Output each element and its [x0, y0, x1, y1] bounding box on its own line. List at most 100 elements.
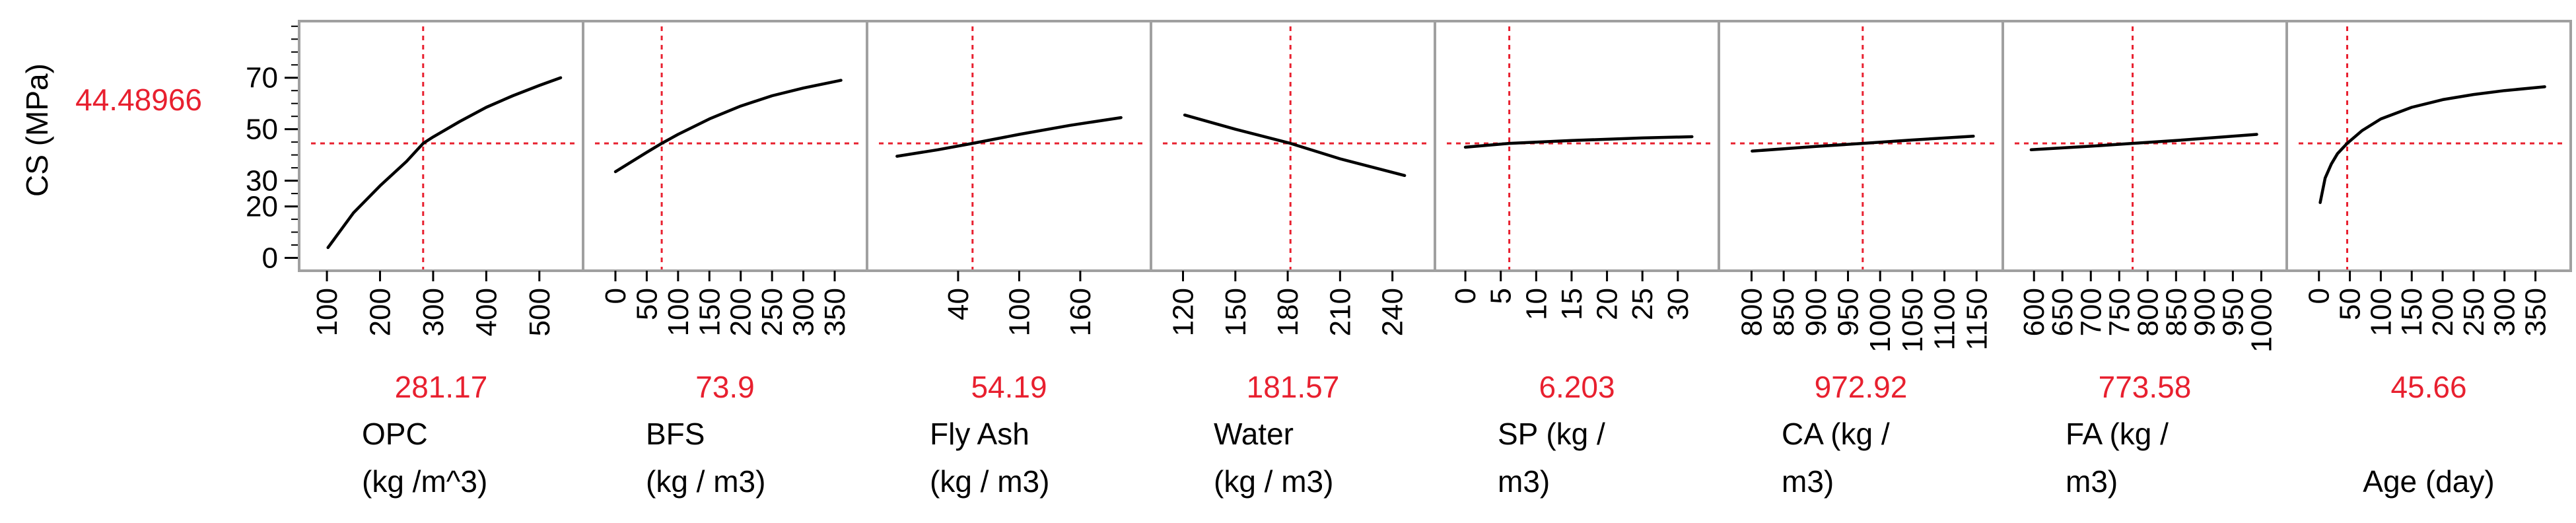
panel-sp: 0 5 10 15 20 25 30 6.203 SP (kg / m3)	[1434, 20, 1720, 499]
x-axis-title: Fly Ash	[930, 417, 1029, 451]
x-tick-label: 200	[365, 288, 397, 336]
x-axis-title: m3)	[1782, 464, 1834, 499]
panel-fly-ash: 40 100 160 54.19 Fly Ash (kg / m3)	[866, 20, 1152, 499]
x-tick-label: 150	[693, 288, 726, 336]
panel-frame	[2285, 20, 2572, 272]
x-tick-label: 300	[417, 288, 450, 336]
x-tick-label: 800	[2132, 288, 2164, 336]
x-tick-label: 900	[1800, 288, 1832, 336]
panel-opc: 100 200 300 400 500 281.17 OPC (kg /m^3)	[298, 20, 584, 499]
x-axis-title: Water	[1214, 417, 1294, 451]
x-tick-label: 0	[2303, 288, 2336, 304]
x-tick-label: 850	[2160, 288, 2192, 336]
x-axis-title: Age (day)	[2363, 464, 2494, 499]
x-tick-label: 210	[1324, 288, 1356, 336]
x-tick-label: 50	[631, 288, 663, 320]
panel-frame	[866, 20, 1152, 272]
x-axis-title: m3)	[1498, 464, 1550, 499]
x-tick-label: 100	[2365, 288, 2397, 336]
x-tick-label: 650	[2046, 288, 2079, 336]
x-tick-label: 1050	[1897, 288, 1929, 353]
x-tick-label: 950	[1832, 288, 1865, 336]
response-curve	[613, 79, 843, 174]
x-tick-label: 1000	[2245, 288, 2278, 353]
y-tick-label: 70	[246, 62, 278, 94]
x-tick-label: 180	[1272, 288, 1304, 336]
current-x-value[interactable]: 45.66	[2390, 370, 2466, 404]
x-tick-label: 20	[1591, 288, 1624, 320]
x-axis-title: (kg /m^3)	[362, 464, 487, 499]
response-curve	[895, 116, 1123, 158]
x-tick-label: 100	[1003, 288, 1035, 336]
x-tick-label: 15	[1556, 288, 1588, 320]
x-tick-label: 10	[1520, 288, 1552, 320]
x-axis-title: SP (kg /	[1498, 417, 1605, 451]
y-tick-label: 30	[246, 165, 278, 197]
y-tick-label: 50	[246, 114, 278, 146]
x-tick-label: 200	[2427, 288, 2459, 336]
x-tick-label: 240	[1377, 288, 1409, 336]
x-tick-label: 700	[2075, 288, 2107, 336]
x-tick-label: 1150	[1961, 288, 1993, 351]
x-tick-label: 350	[819, 288, 851, 336]
x-axis-title: m3)	[2066, 464, 2118, 499]
panel-frame	[1150, 20, 1436, 272]
x-tick-label: 0	[1449, 288, 1482, 304]
x-tick-label: 750	[2103, 288, 2136, 336]
x-axis-title: (kg / m3)	[646, 464, 765, 499]
x-tick-label: 100	[311, 288, 343, 336]
y-tick-label: 20	[246, 191, 278, 223]
current-x-value[interactable]: 972.92	[1815, 370, 1908, 404]
x-tick-label: 400	[470, 288, 503, 336]
x-axis-title: (kg / m3)	[930, 464, 1049, 499]
x-tick-label: 200	[725, 288, 757, 336]
panel-frame	[2002, 20, 2288, 272]
y-tick-label: 0	[262, 242, 278, 275]
x-tick-label: 300	[788, 288, 820, 336]
x-tick-label: 120	[1167, 288, 1200, 336]
x-tick-label: 150	[1220, 288, 1252, 336]
current-x-value[interactable]: 54.19	[971, 370, 1047, 404]
x-axis-title: FA (kg /	[2066, 417, 2169, 451]
x-tick-label: 350	[2520, 288, 2552, 336]
response-curve	[1751, 134, 1975, 153]
x-tick-label: 950	[2217, 288, 2249, 336]
panel-water: 120 150 180 210 240 181.57 Water (kg / m3)	[1150, 20, 1436, 499]
x-tick-label: 850	[1768, 288, 1800, 336]
panel-frame	[1718, 20, 2004, 272]
y-current-value: 44.48966	[75, 83, 202, 117]
x-tick-label: 900	[2188, 288, 2221, 336]
response-curve	[2029, 133, 2258, 152]
current-x-value[interactable]: 6.203	[1539, 370, 1615, 404]
x-tick-label: 1000	[1864, 288, 1897, 353]
x-tick-label: 1100	[1929, 288, 1961, 351]
x-tick-label: 150	[2396, 288, 2428, 336]
x-tick-label: 160	[1064, 288, 1097, 336]
panel-frame	[582, 20, 868, 272]
x-tick-label: 0	[600, 288, 632, 304]
x-tick-label: 250	[2458, 288, 2490, 336]
x-tick-label: 800	[1735, 288, 1768, 336]
current-x-value[interactable]: 281.17	[395, 370, 488, 404]
y-axis-title: CS (MPa)	[20, 63, 54, 197]
current-x-value[interactable]: 773.58	[2099, 370, 2192, 404]
x-axis-title: OPC	[362, 417, 428, 451]
x-tick-label: 300	[2489, 288, 2521, 336]
x-tick-label: 50	[2334, 288, 2367, 320]
x-axis-title: (kg / m3)	[1214, 464, 1333, 499]
x-tick-label: 100	[662, 288, 695, 336]
response-curve	[2318, 85, 2546, 204]
x-tick-label: 40	[942, 288, 975, 320]
response-curve	[326, 76, 563, 250]
response-curve	[1463, 135, 1694, 149]
x-tick-label: 250	[756, 288, 788, 336]
current-x-value[interactable]: 181.57	[1247, 370, 1340, 404]
panel-frame	[298, 20, 584, 272]
current-x-value[interactable]: 73.9	[695, 370, 755, 404]
